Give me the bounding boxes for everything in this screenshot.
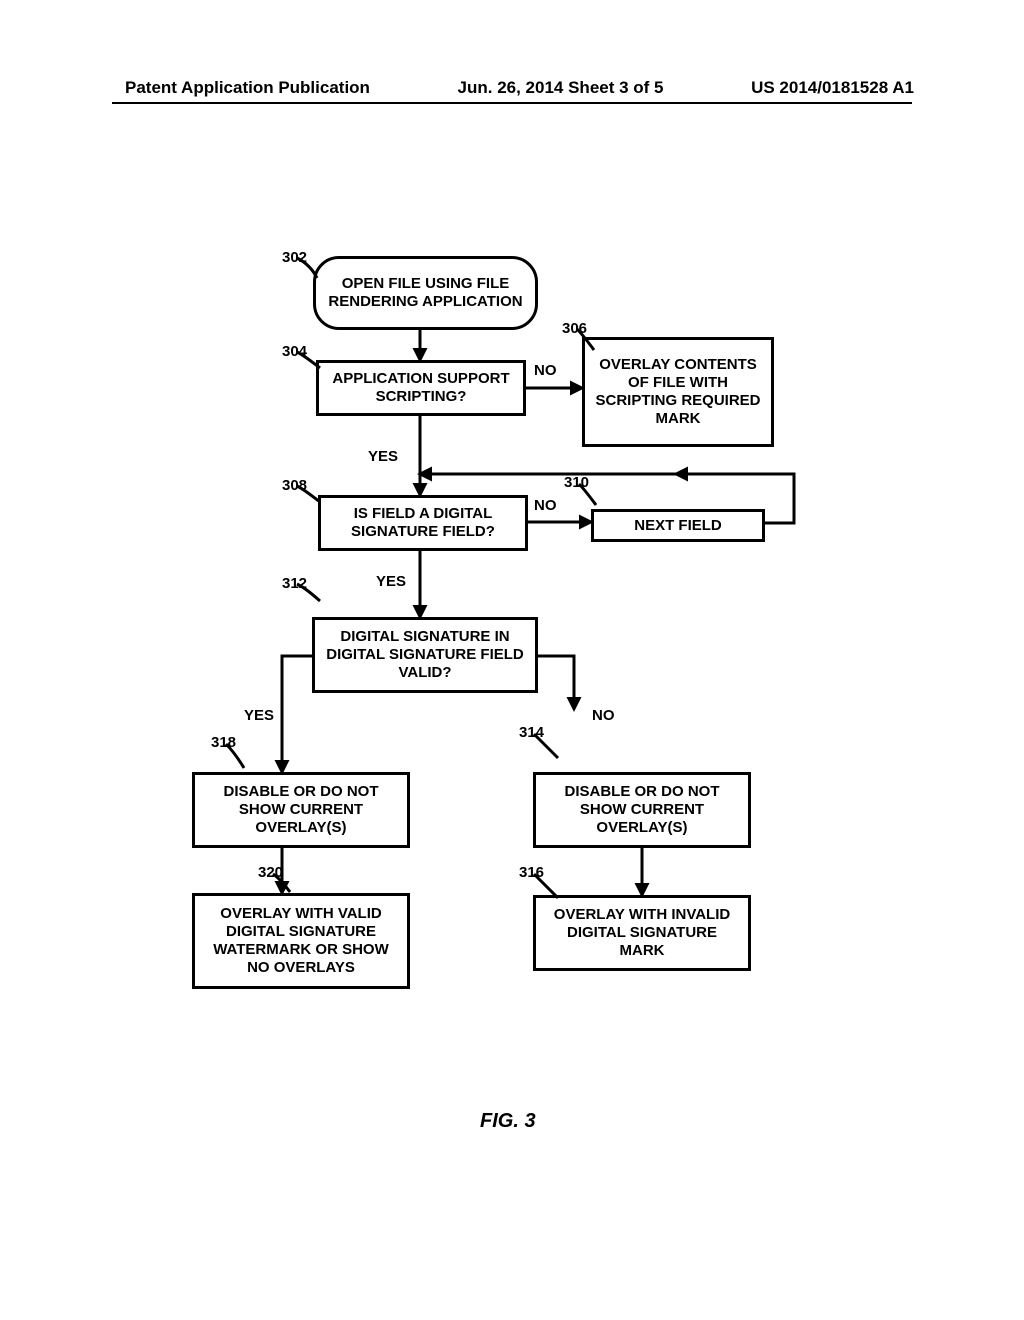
header-rule	[112, 102, 912, 104]
node-text: OVERLAY CONTENTS OF FILE WITH SCRIPTING …	[593, 356, 763, 428]
edge-label-yes: YES	[376, 573, 406, 590]
node-text: APPLICATION SUPPORT SCRIPTING?	[327, 370, 515, 406]
node-text: IS FIELD A DIGITAL SIGNATURE FIELD?	[329, 505, 517, 541]
edge-label-yes: YES	[244, 707, 274, 724]
node-text: DIGITAL SIGNATURE IN DIGITAL SIGNATURE F…	[323, 628, 527, 682]
node-disable-overlay-left: DISABLE OR DO NOT SHOW CURRENT OVERLAY(S…	[192, 772, 410, 848]
node-overlay-invalid: OVERLAY WITH INVALID DIGITAL SIGNATURE M…	[533, 895, 751, 971]
node-support-scripting: APPLICATION SUPPORT SCRIPTING?	[316, 360, 526, 416]
node-open-file: OPEN FILE USING FILE RENDERING APPLICATI…	[313, 256, 538, 330]
ref-310: 310	[564, 474, 589, 491]
node-text: OVERLAY WITH INVALID DIGITAL SIGNATURE M…	[544, 906, 740, 960]
node-disable-overlay-right: DISABLE OR DO NOT SHOW CURRENT OVERLAY(S…	[533, 772, 751, 848]
node-overlay-valid: OVERLAY WITH VALID DIGITAL SIGNATURE WAT…	[192, 893, 410, 989]
header-right: US 2014/0181528 A1	[751, 78, 914, 98]
figure-caption: FIG. 3	[480, 1110, 536, 1133]
ref-312: 312	[282, 575, 307, 592]
node-text: OVERLAY WITH VALID DIGITAL SIGNATURE WAT…	[203, 905, 399, 977]
node-text: DISABLE OR DO NOT SHOW CURRENT OVERLAY(S…	[544, 783, 740, 837]
ref-320: 320	[258, 864, 283, 881]
patent-page: Patent Application Publication Jun. 26, …	[0, 0, 1024, 1320]
node-sig-valid: DIGITAL SIGNATURE IN DIGITAL SIGNATURE F…	[312, 617, 538, 693]
edge-label-no: NO	[534, 362, 557, 379]
ref-318: 318	[211, 734, 236, 751]
node-is-digital-sig-field: IS FIELD A DIGITAL SIGNATURE FIELD?	[318, 495, 528, 551]
edge-label-yes: YES	[368, 448, 398, 465]
edge-label-no: NO	[534, 497, 557, 514]
node-text: NEXT FIELD	[634, 517, 722, 535]
header-center: Jun. 26, 2014 Sheet 3 of 5	[458, 78, 664, 98]
header-left: Patent Application Publication	[125, 78, 370, 98]
ref-302: 302	[282, 249, 307, 266]
node-next-field: NEXT FIELD	[591, 509, 765, 542]
edge-label-no: NO	[592, 707, 615, 724]
ref-308: 308	[282, 477, 307, 494]
node-overlay-scripting-required: OVERLAY CONTENTS OF FILE WITH SCRIPTING …	[582, 337, 774, 447]
node-text: DISABLE OR DO NOT SHOW CURRENT OVERLAY(S…	[203, 783, 399, 837]
page-header: Patent Application Publication Jun. 26, …	[0, 78, 1024, 98]
ref-314: 314	[519, 724, 544, 741]
ref-316: 316	[519, 864, 544, 881]
ref-304: 304	[282, 343, 307, 360]
node-text: OPEN FILE USING FILE RENDERING APPLICATI…	[324, 275, 527, 311]
ref-306: 306	[562, 320, 587, 337]
